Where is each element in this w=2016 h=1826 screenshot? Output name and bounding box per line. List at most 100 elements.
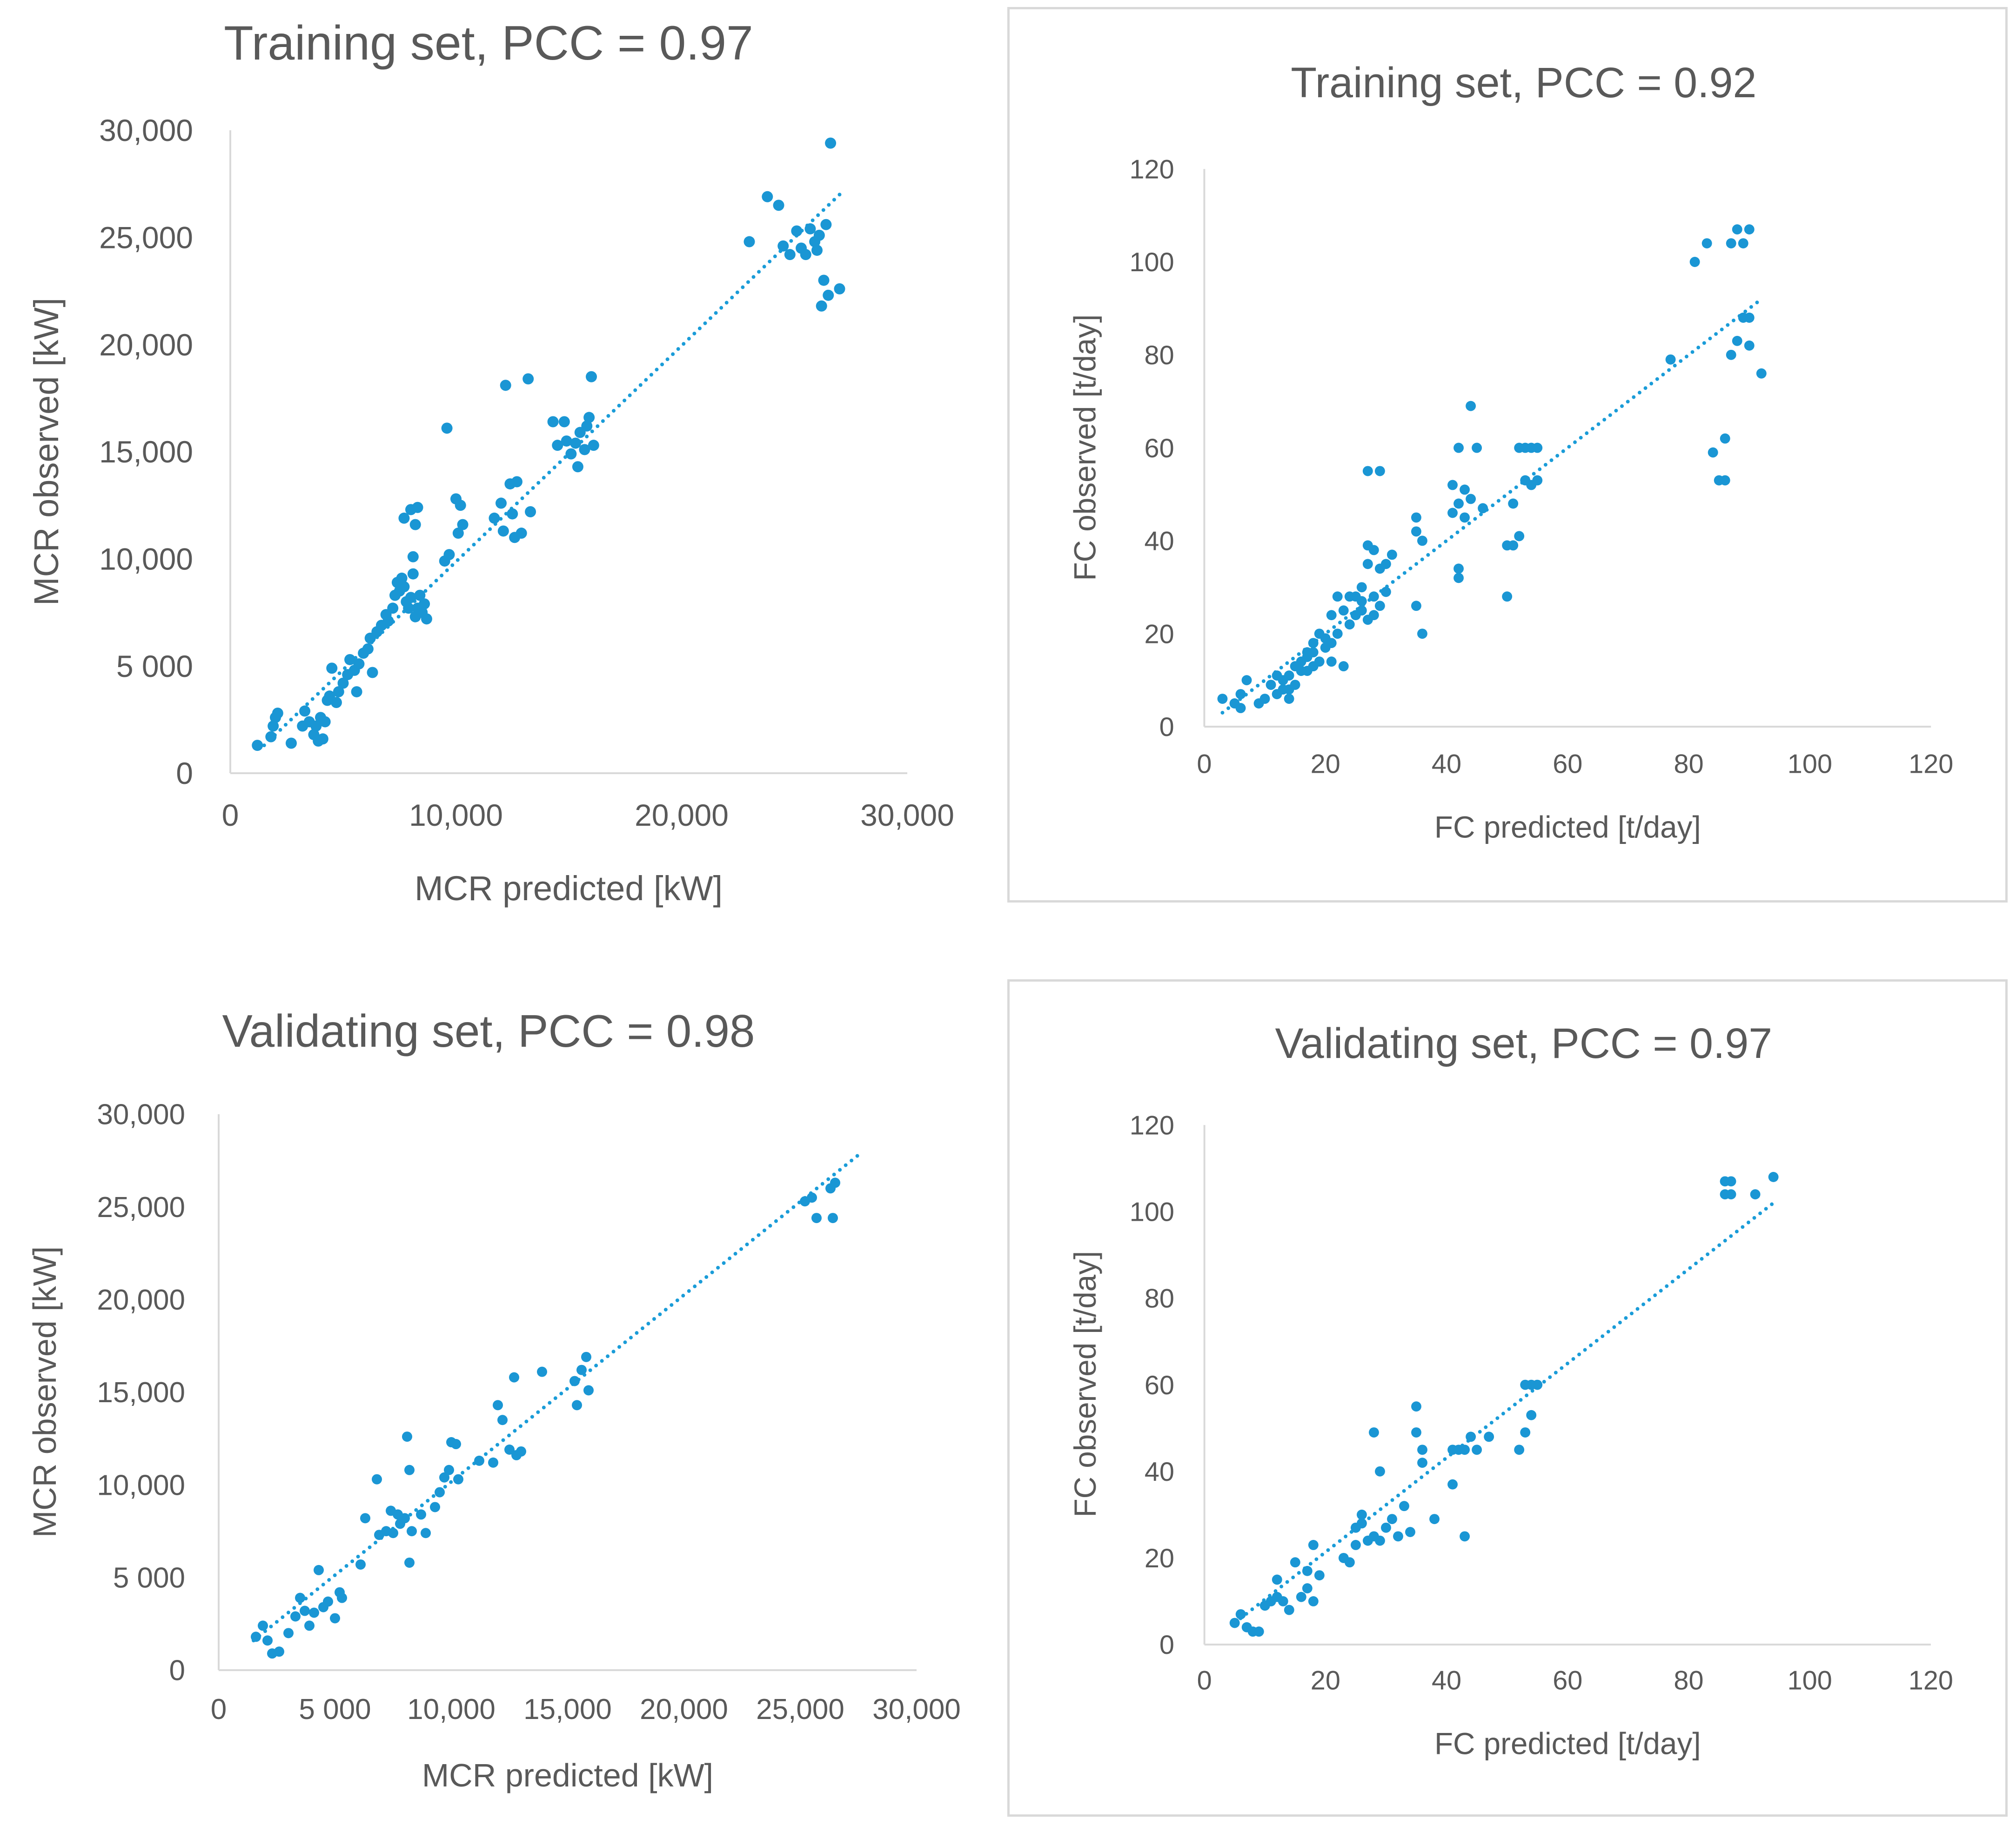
data-point bbox=[1387, 1514, 1397, 1525]
data-point bbox=[387, 602, 399, 614]
y-tick-label: 20 bbox=[1145, 619, 1174, 649]
data-point bbox=[443, 549, 455, 561]
y-tick-label: 0 bbox=[169, 1655, 185, 1687]
data-point bbox=[1689, 257, 1700, 267]
data-point bbox=[295, 1592, 305, 1603]
data-point bbox=[488, 1457, 498, 1468]
data-point bbox=[398, 581, 410, 593]
data-point bbox=[1375, 1535, 1385, 1546]
data-point bbox=[516, 1446, 526, 1457]
data-point bbox=[283, 1628, 294, 1639]
data-point bbox=[1532, 442, 1543, 453]
data-point bbox=[419, 598, 430, 610]
data-point bbox=[1272, 1574, 1282, 1585]
data-point bbox=[1278, 1596, 1288, 1606]
data-point bbox=[314, 1565, 324, 1575]
data-point bbox=[1466, 401, 1476, 411]
data-point bbox=[1502, 591, 1513, 602]
y-tick-label: 20,000 bbox=[99, 328, 193, 362]
data-point bbox=[1338, 605, 1349, 616]
data-point bbox=[1302, 1583, 1313, 1593]
x-tick-label: 20,000 bbox=[640, 1693, 728, 1726]
chart-validating-mcr-svg: Validating set, PCC = 0.98 0 5 000 10,000 1… bbox=[27, 1005, 961, 1793]
data-point bbox=[409, 519, 421, 530]
data-point bbox=[337, 1592, 347, 1603]
data-point bbox=[1514, 1445, 1525, 1455]
data-point bbox=[388, 1528, 398, 1538]
x-tick-label: 120 bbox=[1909, 749, 1953, 779]
data-point bbox=[807, 1192, 817, 1203]
y-tick-label: 40 bbox=[1145, 527, 1174, 556]
data-point bbox=[1484, 1431, 1494, 1442]
x-tick-label: 80 bbox=[1674, 1666, 1703, 1696]
data-point bbox=[330, 696, 342, 708]
y-tick-label: 80 bbox=[1145, 341, 1174, 370]
y-tick-label: 0 bbox=[1159, 712, 1174, 742]
x-tick-label: 30,000 bbox=[872, 1693, 961, 1726]
data-point bbox=[285, 737, 297, 749]
y-tick-label: 25,000 bbox=[97, 1191, 185, 1224]
data-point bbox=[1447, 508, 1458, 518]
x-tick-label: 60 bbox=[1553, 749, 1582, 779]
data-point bbox=[398, 512, 410, 524]
data-point bbox=[1429, 1514, 1440, 1525]
data-point bbox=[326, 662, 338, 674]
data-point bbox=[581, 420, 593, 432]
data-point bbox=[1738, 238, 1748, 248]
data-point bbox=[504, 1444, 515, 1455]
y-tick-label: 100 bbox=[1130, 1197, 1174, 1227]
x-axis-label: FC predicted [t/day] bbox=[1434, 1727, 1701, 1761]
data-point bbox=[1744, 312, 1755, 323]
data-point bbox=[1708, 447, 1718, 458]
x-tick-label: 25,000 bbox=[756, 1693, 844, 1726]
data-point bbox=[407, 568, 419, 580]
data-point bbox=[382, 615, 394, 627]
data-point bbox=[1411, 1427, 1421, 1438]
x-tick-label: 80 bbox=[1674, 749, 1704, 779]
data-point bbox=[511, 476, 522, 488]
x-tick-label: 30,000 bbox=[860, 798, 954, 832]
data-point bbox=[252, 740, 263, 751]
chart-title: Training set, PCC = 0.97 bbox=[224, 16, 753, 70]
data-point bbox=[453, 1474, 463, 1485]
data-point bbox=[547, 416, 559, 428]
data-point bbox=[1756, 368, 1767, 379]
data-point bbox=[1514, 531, 1525, 542]
y-tick-label: 15,000 bbox=[99, 435, 193, 469]
x-tick-label: 10,000 bbox=[409, 798, 503, 832]
data-point bbox=[1701, 238, 1712, 248]
x-tick-label: 20 bbox=[1311, 749, 1340, 779]
data-point bbox=[351, 686, 362, 697]
y-tick-label: 15,000 bbox=[97, 1377, 185, 1409]
data-point bbox=[405, 592, 416, 603]
chart-training-fc: Training set, PCC = 0.92 0 20 40 60 80 100 120… bbox=[1007, 7, 2008, 903]
data-point bbox=[1314, 1570, 1325, 1581]
data-point bbox=[1726, 349, 1736, 360]
data-point bbox=[811, 1213, 822, 1224]
data-point bbox=[1532, 1379, 1543, 1390]
chart-training-fc-svg: Training set, PCC = 0.92 0 20 40 60 80 100 120… bbox=[1068, 59, 1954, 844]
data-point bbox=[1332, 629, 1343, 639]
data-point bbox=[474, 1455, 484, 1466]
data-point bbox=[1344, 619, 1355, 630]
data-point bbox=[1460, 1445, 1470, 1455]
x-tick-label: 20,000 bbox=[635, 798, 729, 832]
x-axis-label: MCR predicted [kW] bbox=[415, 869, 723, 908]
data-point bbox=[451, 1439, 461, 1450]
data-point bbox=[1308, 647, 1319, 658]
data-point bbox=[572, 461, 583, 473]
data-point bbox=[522, 373, 534, 385]
data-point bbox=[565, 448, 577, 460]
data-point bbox=[262, 1635, 273, 1646]
x-axis-label: FC predicted [t/day] bbox=[1434, 810, 1701, 844]
chart-validating-fc: Validating set, PCC = 0.97 0 20 40 60 80 100 1… bbox=[1007, 979, 2008, 1817]
data-point bbox=[1284, 670, 1294, 681]
y-tick-label: 0 bbox=[176, 756, 193, 790]
data-point bbox=[1308, 1540, 1319, 1550]
data-point bbox=[516, 528, 527, 539]
data-point bbox=[493, 1400, 503, 1411]
x-tick-label: 0 bbox=[1197, 1666, 1212, 1696]
data-point bbox=[404, 1557, 415, 1568]
data-point bbox=[1466, 1431, 1476, 1442]
data-point bbox=[583, 1385, 594, 1396]
